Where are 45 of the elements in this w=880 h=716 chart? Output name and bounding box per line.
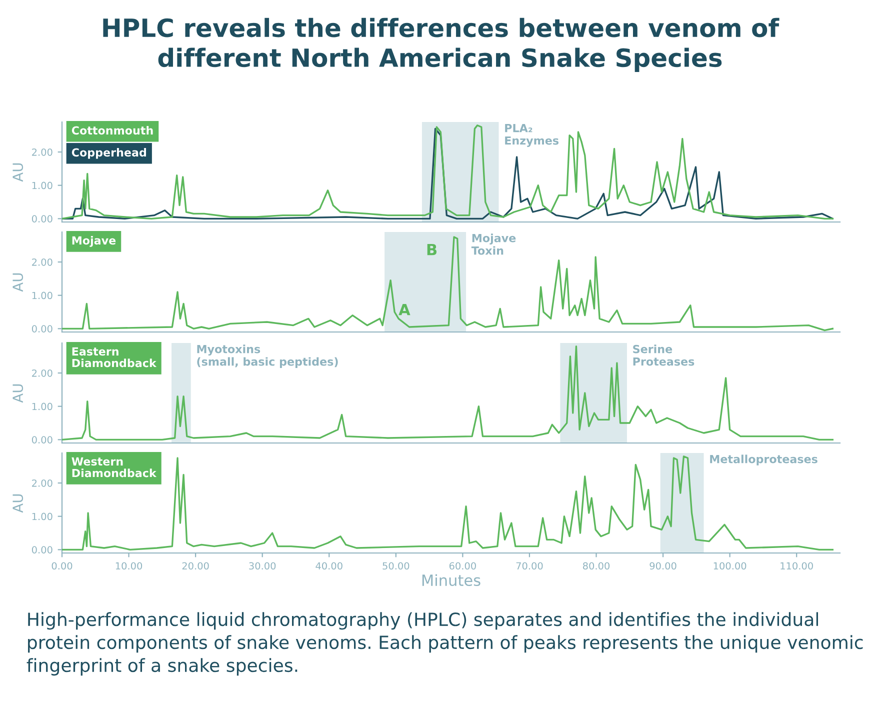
line-series <box>62 456 834 550</box>
text: High-performance liquid chromatography (HPLC) separates and identifies the individual protein components of snake venoms. Each pattern of peaks represents the unique venomic fingerprint of a snake species. <box>26 612 863 676</box>
y-tick-label: 2.00 <box>32 148 52 156</box>
text: Eastern Diamondback <box>72 347 157 368</box>
y-tick-label: 1.00 <box>32 182 52 190</box>
x-tick-label: 60.00 <box>449 562 476 570</box>
annotation: B <box>427 244 437 256</box>
text: Copperhead <box>72 148 146 159</box>
x-tick-label: 70.00 <box>516 562 543 570</box>
y-tick-label: 1.00 <box>32 402 52 410</box>
band-label: Serine Proteases <box>633 344 694 366</box>
series-label: Western Diamondback <box>72 457 157 478</box>
band-label: Mojave Toxin <box>471 234 516 255</box>
x-tick-label: 40.00 <box>316 562 342 570</box>
x-tick-label: 110.00 <box>780 562 813 570</box>
x-tick-label: 20.00 <box>182 562 209 570</box>
y-axis-title: AU <box>12 273 24 292</box>
y-axis-title: AU <box>12 384 24 403</box>
y-tick-label: 0.00 <box>32 546 52 554</box>
y-tick-label: 0.00 <box>32 325 52 332</box>
text: Cottonmouth <box>72 126 153 135</box>
y-axis-title: AU <box>12 163 24 182</box>
band-label: PLA₂ Enzymes <box>505 124 558 147</box>
x-tick-label: 80.00 <box>582 562 610 570</box>
y-tick-label: 1.00 <box>32 512 52 520</box>
y-tick-label: 2.00 <box>32 369 52 377</box>
y-tick-label: 2.00 <box>32 479 52 487</box>
y-tick-label: 0.00 <box>32 215 52 222</box>
x-tick-label: 0.00 <box>52 562 72 570</box>
y-tick-label: 2.00 <box>32 258 52 266</box>
annotation: A <box>398 304 410 316</box>
text: Mojave <box>72 236 116 247</box>
line-series <box>62 346 834 440</box>
y-tick-label: 1.00 <box>32 292 52 300</box>
x-tick-label: 90.00 <box>650 562 676 570</box>
y-axis-title: AU <box>12 494 24 513</box>
x-axis-title: Minutes <box>422 574 480 586</box>
band-label: Metalloproteases <box>710 454 818 466</box>
y-tick-label: 0.00 <box>32 436 52 444</box>
x-tick-label: 100.00 <box>714 562 746 570</box>
x-tick-label: 30.00 <box>249 562 276 570</box>
x-tick-label: 50.00 <box>382 562 410 570</box>
x-tick-label: 10.00 <box>116 562 142 570</box>
band-label: Myotoxins (small, basic peptides) <box>197 344 338 368</box>
chart-title: HPLC reveals the differences between venom of different North American Snake Species <box>103 18 780 72</box>
